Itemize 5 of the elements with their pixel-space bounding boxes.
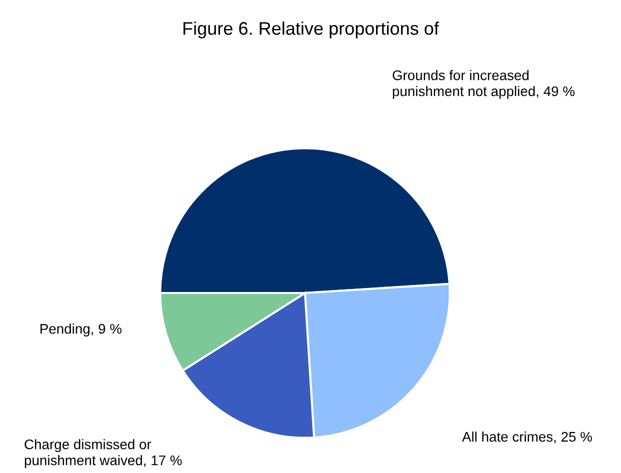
chart-title: Figure 6. Relative proportions of (184, 22, 439, 38)
slice-label: All hate crimes, 25 % (462, 432, 592, 444)
slice-label: Charge dismissed or punishment waived, 17 % (24, 439, 182, 468)
slice-label: Pending, 9 % (40, 324, 122, 336)
slice-label: Grounds for increased punishment not applied, 49 % (392, 70, 575, 99)
